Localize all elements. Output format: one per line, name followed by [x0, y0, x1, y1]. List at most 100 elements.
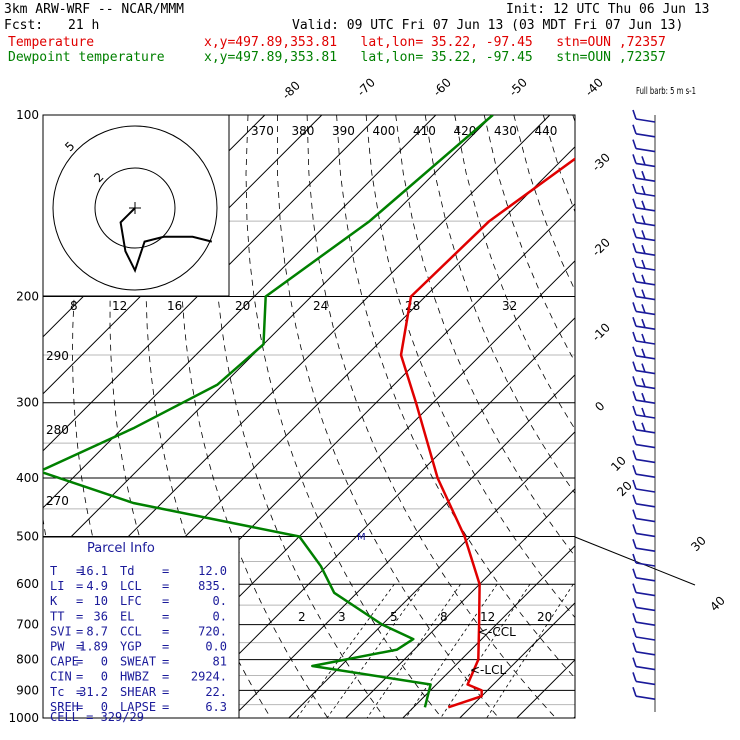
mixing-ratio-line — [440, 583, 531, 718]
parcel-value: 31.2 — [79, 685, 108, 699]
wind-barb — [635, 695, 656, 700]
theta-label: 400 — [373, 124, 396, 138]
isotherm-label: -70 — [354, 75, 378, 99]
wind-barb-flag — [632, 183, 637, 194]
wind-barb — [635, 399, 656, 404]
wind-barb — [635, 651, 656, 656]
isotherm-label: -60 — [430, 75, 454, 99]
wind-barb-flag — [632, 524, 637, 534]
mixing-ratio-label: 12 — [480, 610, 495, 624]
wind-barb-flag — [641, 318, 646, 328]
dry-adiabat — [276, 115, 500, 718]
wind-barb — [635, 325, 656, 330]
wind-barb-flag — [632, 612, 637, 623]
wind-barb-flag — [641, 422, 646, 432]
dry-adiabat — [213, 115, 386, 718]
wind-barb — [635, 384, 656, 390]
isotherm-line — [43, 115, 380, 452]
wind-barb-flag — [641, 289, 646, 299]
parcel-value: 0.0 — [205, 640, 227, 654]
theta-label: 390 — [332, 124, 355, 138]
wind-barb — [635, 443, 656, 449]
wind-barb-flag — [632, 346, 637, 357]
wind-barb-flag — [641, 215, 646, 225]
wind-barb-flag — [632, 331, 637, 342]
wind-barb-flag — [641, 274, 646, 284]
wind-barb-flag — [632, 302, 637, 312]
wind-barb-flag — [641, 348, 646, 358]
wind-barb — [635, 488, 656, 493]
parcel-eq: = — [162, 579, 169, 593]
wind-barb-flag — [632, 672, 637, 682]
isotherm-line — [43, 115, 437, 509]
mixing-ratio-line — [486, 583, 574, 718]
isotherm-line — [345, 488, 575, 718]
parcel-eq: = — [76, 579, 83, 593]
parcel-eq: = — [162, 655, 169, 669]
wind-barb-flag — [632, 242, 637, 253]
wind-barb-flag — [632, 538, 637, 549]
hodograph-speed-label: 32 — [502, 299, 517, 313]
parcel-key: YGP — [120, 640, 142, 654]
wind-barb-flag — [632, 228, 637, 238]
wind-barb-flag — [632, 390, 637, 401]
wind-barb — [635, 606, 656, 612]
wind-barb-flag — [641, 363, 646, 373]
wind-barb-flag — [632, 494, 637, 505]
parcel-eq: = — [76, 594, 83, 608]
hodograph-ring — [52, 125, 218, 291]
parcel-key: Td — [120, 564, 134, 578]
parcel-eq: = — [76, 670, 83, 684]
wind-barb — [635, 429, 656, 434]
isotherm-label: -40 — [582, 75, 606, 99]
isotherm-line — [288, 431, 575, 718]
wind-barb-flag — [632, 316, 637, 327]
location-dewpoint: x,y=497.89,353.81 lat,lon= 35.22, -97.45… — [204, 50, 666, 65]
pressure-label: 1000 — [8, 711, 39, 725]
wind-barb-flag — [632, 509, 637, 519]
wind-barb — [635, 369, 656, 375]
hodograph-speed-label: 20 — [235, 299, 250, 313]
wind-barb — [635, 162, 656, 168]
parcel-value: 16.1 — [79, 564, 108, 578]
dry-adiabat — [395, 115, 575, 557]
dry-adiabat — [720, 115, 740, 718]
mixing-ratio-line — [405, 583, 498, 718]
isotherm-line — [402, 545, 575, 718]
parcel-cell: CELL = 329/29 — [50, 710, 144, 724]
theta-label: 430 — [494, 124, 517, 138]
dry-adiabat — [602, 115, 740, 718]
parcel-key: EL — [120, 609, 134, 623]
wind-barb-flag — [632, 361, 637, 371]
plot-frame — [42, 114, 576, 719]
wind-barb-flag — [641, 170, 646, 180]
wind-barb-flag — [632, 405, 637, 416]
wind-barb — [635, 591, 656, 597]
dry-adiabat — [513, 115, 575, 292]
forecast-label: Fcst: — [4, 18, 44, 33]
wind-barb-flag — [632, 272, 637, 283]
dry-adiabat — [245, 115, 443, 718]
dry-adiabat — [483, 115, 575, 363]
parcel-info-box — [42, 536, 240, 719]
pressure-label: 200 — [16, 290, 39, 304]
hodograph-speed-label: 12 — [112, 299, 127, 313]
wind-barb — [635, 266, 656, 271]
pressure-label: 700 — [16, 618, 39, 632]
model-title: 3km ARW-WRF -- NCAR/MMM — [4, 2, 185, 17]
parcel-value: 0 — [101, 670, 108, 684]
wind-barb-flag — [632, 479, 637, 490]
isotherm-label: -80 — [279, 78, 303, 102]
pressure-label: 800 — [16, 653, 39, 667]
wind-barb-flag — [641, 407, 646, 417]
wind-barb-flag — [641, 230, 646, 240]
wind-barb-flag — [632, 198, 637, 209]
pressure-label: 500 — [16, 529, 39, 543]
parcel-value: 12.0 — [198, 564, 227, 578]
dry-adiabat — [306, 115, 557, 718]
wind-barb-flag — [641, 392, 646, 402]
wind-barb-flag — [641, 185, 646, 195]
parcel-key: SWEAT — [120, 655, 156, 669]
parcel-key: TT — [50, 609, 64, 623]
hodograph-trace — [119, 207, 213, 274]
